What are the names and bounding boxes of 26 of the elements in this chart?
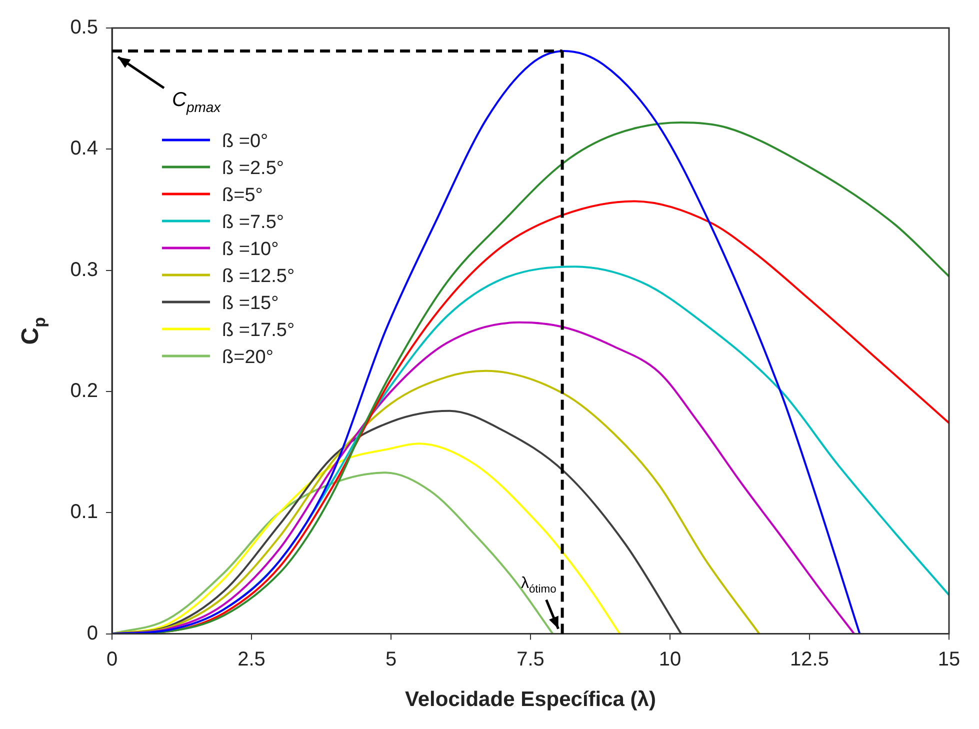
legend-label: ß =10° [222, 239, 279, 260]
legend-label: ß =17.5° [222, 320, 295, 341]
legend-label: ß =0° [222, 131, 268, 152]
x-tick-label: 7.5 [516, 648, 544, 670]
line-series [112, 472, 554, 634]
x-tick-label: 0 [106, 648, 118, 670]
legend-label: ß=20° [222, 347, 274, 368]
x-tick-label: 15 [938, 648, 960, 670]
legend-label: ß=5° [222, 185, 263, 206]
x-tick-label: 10 [658, 648, 682, 670]
legend-label: ß =15° [222, 293, 279, 314]
y-tick-label: 0.4 [70, 138, 98, 160]
y-tick-label: 0 [86, 622, 98, 644]
x-axis-title: Velocidade Específica (λ) [405, 688, 656, 712]
legend-label: ß =7.5° [222, 212, 284, 233]
y-axis-title: Cp [17, 317, 50, 345]
legend-label: ß =2.5° [222, 158, 284, 179]
x-tick-label: 2.5 [238, 648, 266, 670]
y-tick-label: 0.3 [70, 258, 98, 281]
x-tick-label: 12.5 [790, 648, 829, 670]
line-series [112, 50, 861, 634]
y-tick-label: 0.2 [70, 380, 98, 402]
y-tick-label: 0.5 [70, 16, 98, 39]
legend-label: ß =12.5° [222, 266, 295, 287]
x-tick-label: 5 [385, 648, 397, 670]
y-tick-label: 0.1 [70, 501, 98, 524]
